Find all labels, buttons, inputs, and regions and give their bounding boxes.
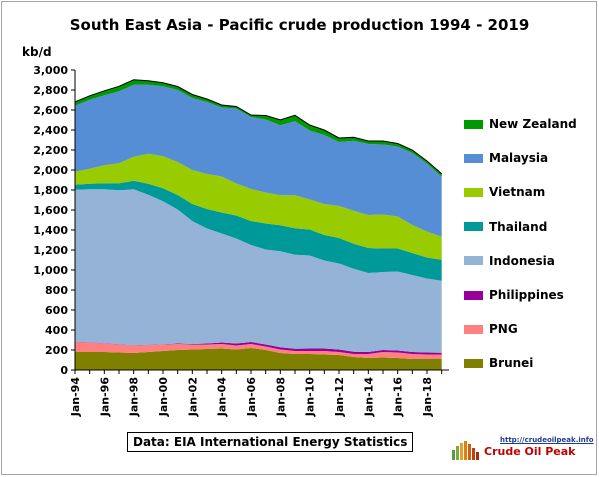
x-tick-label: Jan-00 (157, 377, 170, 418)
area-new-zealand (75, 79, 442, 177)
x-tick-label: Jan-16 (392, 377, 405, 418)
y-tick-label: 800 (45, 284, 68, 297)
legend-swatch (464, 358, 483, 368)
area-thailand (75, 180, 442, 281)
y-tick-label: 2,600 (33, 104, 68, 117)
legend-label: Thailand (489, 219, 548, 234)
legend-label: Malaysia (489, 151, 549, 166)
legend-item-malaysia: Malaysia (464, 150, 548, 166)
total-outline (74, 79, 443, 175)
y-tick-label: 400 (45, 324, 68, 337)
legend-label: Indonesia (489, 253, 555, 268)
y-tick-label: 1,800 (33, 184, 68, 197)
y-tick-label: 0 (60, 364, 68, 377)
y-tick-label: 1,000 (33, 264, 68, 277)
stacked-areas (74, 79, 443, 370)
logo-url: http://crudeoilpeak.info (500, 436, 594, 444)
y-tick-label: 2,400 (33, 124, 68, 137)
x-tick-label: Jan-04 (216, 377, 229, 418)
legend-label: PNG (489, 322, 518, 337)
y-tick-label: 2,000 (33, 164, 68, 177)
y-tick-label: 3,000 (33, 64, 68, 77)
y-tick-label: 200 (45, 344, 68, 357)
source-note: Data: EIA International Energy Statistic… (127, 432, 414, 452)
x-tick-label: Jan-10 (304, 377, 317, 418)
y-axis-unit-label: kb/d (22, 45, 52, 59)
area-brunei (75, 348, 442, 370)
legend-item-png: PNG (464, 321, 518, 337)
logo-name: Crude Oil Peak (484, 445, 576, 458)
x-tick-label: Jan-12 (333, 377, 346, 417)
x-tick-label: Jan-18 (421, 377, 434, 417)
y-tick-label: 2,800 (33, 84, 68, 97)
legend-item-new-zealand: New Zealand (464, 116, 577, 132)
legend-item-philippines: Philippines (464, 287, 564, 303)
x-tick-label: Jan-06 (245, 377, 258, 418)
y-tick-label: 1,400 (33, 224, 68, 237)
legend-label: New Zealand (489, 117, 577, 131)
legend-label: Philippines (489, 288, 564, 302)
x-tick-label: Jan-08 (274, 377, 287, 417)
legend-label: Brunei (489, 356, 534, 371)
legend-item-thailand: Thailand (464, 219, 547, 235)
axes: 0 200 400 600 800 1,000 1,200 1,400 1,600 1,800 2,… (33, 64, 449, 417)
area-philippines (75, 341, 442, 355)
area-malaysia (75, 84, 442, 237)
area-indonesia (75, 189, 442, 353)
area-vietnam (75, 153, 442, 260)
area-png (75, 342, 442, 359)
legend-item-indonesia: Indonesia (464, 253, 555, 269)
chart-title: South East Asia - Pacific crude producti… (69, 16, 530, 34)
y-tick-label: 1,600 (33, 204, 68, 217)
crude-oil-peak-logo: http://crudeoilpeak.info Crude Oil Peak (450, 436, 594, 462)
x-tick-label: Jan-02 (186, 377, 199, 417)
legend-swatch (464, 119, 483, 129)
x-tick-label: Jan-14 (362, 377, 375, 418)
x-tick-label: Jan-94 (69, 377, 82, 418)
legend-item-vietnam: Vietnam (464, 184, 545, 200)
y-tick-label: 600 (45, 304, 68, 317)
legend-swatch (464, 290, 483, 300)
x-tick-label: Jan-98 (128, 377, 141, 417)
legend-swatch (464, 187, 483, 197)
legend-swatch (464, 153, 483, 163)
x-tick-label: Jan-96 (98, 377, 111, 418)
y-tick-label: 2,200 (33, 144, 68, 157)
legend-swatch (464, 222, 483, 232)
legend-label: Vietnam (489, 185, 546, 200)
y-tick-label: 1,200 (33, 244, 68, 257)
legend-item-brunei: Brunei (464, 355, 533, 371)
logo-bars-icon (452, 441, 479, 460)
legend-swatch (464, 324, 483, 334)
legend-swatch (464, 256, 483, 266)
